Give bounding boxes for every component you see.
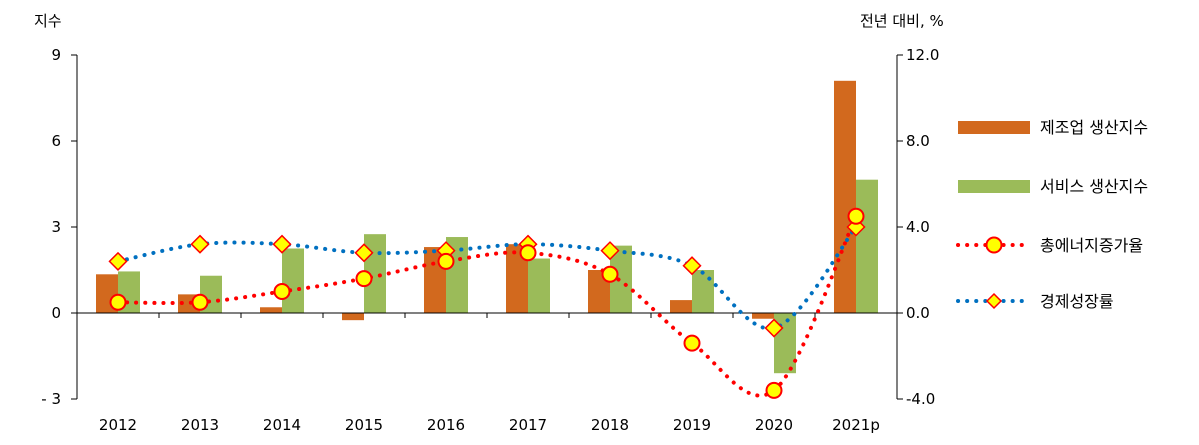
- y-right-tick-label: 0.0: [906, 304, 930, 322]
- axes-layer: 9 6 3 0 - 3 12.0 8.0 4.0 0.0 -4.0 2012 2013 2014 2015…: [41, 46, 939, 434]
- x-tick-label: 2012: [99, 416, 137, 434]
- legend-label: 서비스 생산지수: [1040, 177, 1148, 196]
- energy-point-2016: [437, 252, 455, 270]
- x-tick-label: 2019: [673, 416, 711, 434]
- gdp-point-2020: [764, 318, 784, 338]
- bar-services-2014: [282, 248, 304, 313]
- gdp-point-2012: [108, 251, 128, 271]
- energy-point-2018: [601, 265, 619, 283]
- y-left-tick-label: 9: [51, 46, 61, 64]
- energy-point-2020: [765, 381, 783, 399]
- gdp-point-2019: [682, 256, 702, 276]
- y-left-tick-label: - 3: [41, 390, 61, 408]
- energy-point-2021p: [847, 207, 865, 225]
- x-tick-label: 2016: [427, 416, 465, 434]
- bars-layer: [96, 80, 878, 374]
- y-right-tick-label: -4.0: [906, 390, 935, 408]
- x-tick-label: 2015: [345, 416, 383, 434]
- x-tick-label: 2018: [591, 416, 629, 434]
- energy-series-line: [116, 214, 858, 398]
- legend-item: 경제성장률: [956, 292, 1114, 311]
- legend-label: 제조업 생산지수: [1040, 118, 1148, 137]
- legend-swatch: [958, 180, 1030, 193]
- gdp-point-2014: [272, 234, 292, 254]
- gdp-series-line: [116, 225, 858, 331]
- bar-manufacturing-2020: [752, 313, 774, 319]
- bar-manufacturing-2014: [260, 307, 282, 313]
- lines-layer: [116, 214, 858, 398]
- y-left-axis-title: 지수: [34, 12, 62, 30]
- x-tick-label: 2021p: [832, 416, 880, 434]
- y-left-tick-label: 0: [51, 304, 61, 322]
- bar-services-2018: [610, 245, 632, 313]
- legend-item: 제조업 생산지수: [958, 118, 1148, 137]
- y-right-axis-title: 전년 대비, %: [860, 12, 944, 30]
- legend-marker: [985, 292, 1003, 310]
- y-right-tick-label: 8.0: [906, 132, 930, 150]
- bar-manufacturing-2017: [506, 244, 528, 313]
- gdp-point-2013: [190, 234, 210, 254]
- bar-services-2021p: [856, 179, 878, 313]
- legend-label: 총에너지증가율: [1040, 236, 1143, 255]
- markers-layer: [108, 207, 866, 399]
- x-tick-label: 2020: [755, 416, 793, 434]
- energy-point-2014: [273, 283, 291, 300]
- y-right-tick-label: 12.0: [906, 46, 939, 64]
- energy-point-2013: [191, 293, 209, 311]
- bar-services-2019: [692, 270, 714, 313]
- legend-swatch: [958, 121, 1030, 134]
- legend-label: 경제성장률: [1040, 292, 1114, 311]
- y-left-tick-label: 6: [51, 132, 61, 150]
- energy-point-2015: [355, 270, 373, 288]
- y-left-tick-label: 3: [51, 218, 61, 236]
- x-tick-label: 2017: [509, 416, 547, 434]
- legend-marker: [985, 236, 1003, 254]
- bar-services-2017: [528, 258, 550, 313]
- bar-manufacturing-2015: [342, 313, 364, 321]
- energy-point-2012: [109, 293, 127, 311]
- x-tick-label: 2013: [181, 416, 219, 434]
- y-right-tick-label: 4.0: [906, 218, 930, 236]
- gdp-point-2015: [354, 243, 374, 263]
- gdp-point-2018: [600, 241, 620, 261]
- energy-point-2019: [683, 334, 701, 352]
- bar-manufacturing-2021p: [834, 80, 856, 313]
- legend-item: 서비스 생산지수: [958, 177, 1148, 196]
- bar-manufacturing-2019: [670, 300, 692, 313]
- energy-point-2017: [519, 244, 537, 262]
- legend-item: 총에너지증가율: [956, 236, 1143, 255]
- x-tick-label: 2014: [263, 416, 301, 434]
